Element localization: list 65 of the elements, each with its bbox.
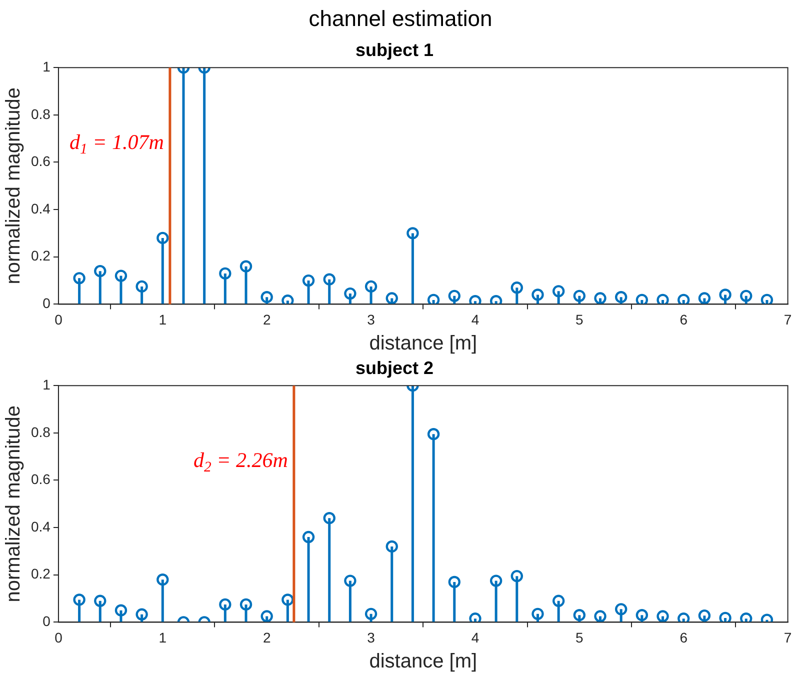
y-tick-label: 0 — [42, 613, 51, 630]
point — [552, 594, 565, 608]
point — [614, 603, 628, 616]
point — [73, 594, 86, 606]
x-tick-label: 0 — [54, 629, 63, 646]
point — [323, 512, 336, 524]
point — [136, 608, 148, 620]
y-tick-label: 0.4 — [30, 200, 51, 216]
point — [240, 598, 252, 611]
point — [469, 612, 482, 622]
y-tick-label: 0 — [42, 295, 51, 312]
point — [532, 608, 544, 620]
x-tick-label: 5 — [576, 629, 584, 646]
y-tick-label: 0.4 — [30, 518, 51, 534]
x-tick-label: 0 — [54, 311, 63, 328]
x-tick-label: 7 — [784, 311, 792, 328]
point — [636, 609, 648, 622]
point — [386, 540, 398, 553]
point — [302, 530, 315, 544]
point — [260, 610, 273, 622]
y-tick-label: 0.6 — [30, 471, 51, 488]
y-tick-label: 0.2 — [30, 566, 51, 582]
y-axis-title: normalized magnitude — [2, 88, 25, 284]
chart-title: subject 2 — [355, 358, 434, 378]
x-tick-label: 4 — [471, 629, 480, 646]
y-tick-label: 1 — [42, 376, 51, 392]
x-tick-label: 5 — [576, 311, 584, 328]
x-tick-label: 6 — [680, 311, 688, 328]
point — [678, 612, 690, 622]
y-tick-label: 0.6 — [30, 153, 51, 170]
x-tick-label: 7 — [784, 629, 792, 646]
x-tick-label: 6 — [680, 629, 688, 646]
x-tick-label: 2 — [262, 629, 271, 646]
point — [490, 574, 502, 587]
point — [510, 570, 524, 582]
point — [740, 612, 752, 622]
point — [219, 598, 232, 611]
x-tick-label: 3 — [367, 311, 376, 328]
point — [573, 609, 586, 622]
point — [364, 608, 378, 620]
chart-title: channel estimation — [308, 5, 494, 33]
point — [282, 594, 294, 606]
point — [698, 609, 711, 622]
x-tick-label: 2 — [262, 311, 271, 328]
point — [344, 574, 356, 587]
point — [156, 574, 169, 586]
point — [719, 612, 732, 622]
chart-subtitle: subject 1 — [355, 40, 434, 60]
point — [427, 428, 440, 440]
y-axis-title: normalized magnitude — [2, 406, 25, 602]
point — [114, 604, 128, 616]
x-axis-title: distance [m] — [369, 650, 478, 673]
x-tick-label: 3 — [367, 629, 376, 646]
y-tick-label: 0.2 — [30, 248, 51, 264]
x-axis-title: distance [m] — [369, 332, 478, 355]
point — [448, 576, 460, 588]
point — [656, 610, 669, 622]
point — [594, 610, 606, 622]
x-tick-label: 1 — [158, 629, 167, 646]
x-tick-label: 4 — [471, 311, 480, 328]
y-tick-label: 1 — [42, 58, 51, 74]
x-tick-label: 1 — [158, 311, 167, 328]
point — [94, 594, 106, 608]
y-tick-label: 0.8 — [30, 106, 51, 122]
y-tick-label: 0.8 — [30, 424, 51, 440]
